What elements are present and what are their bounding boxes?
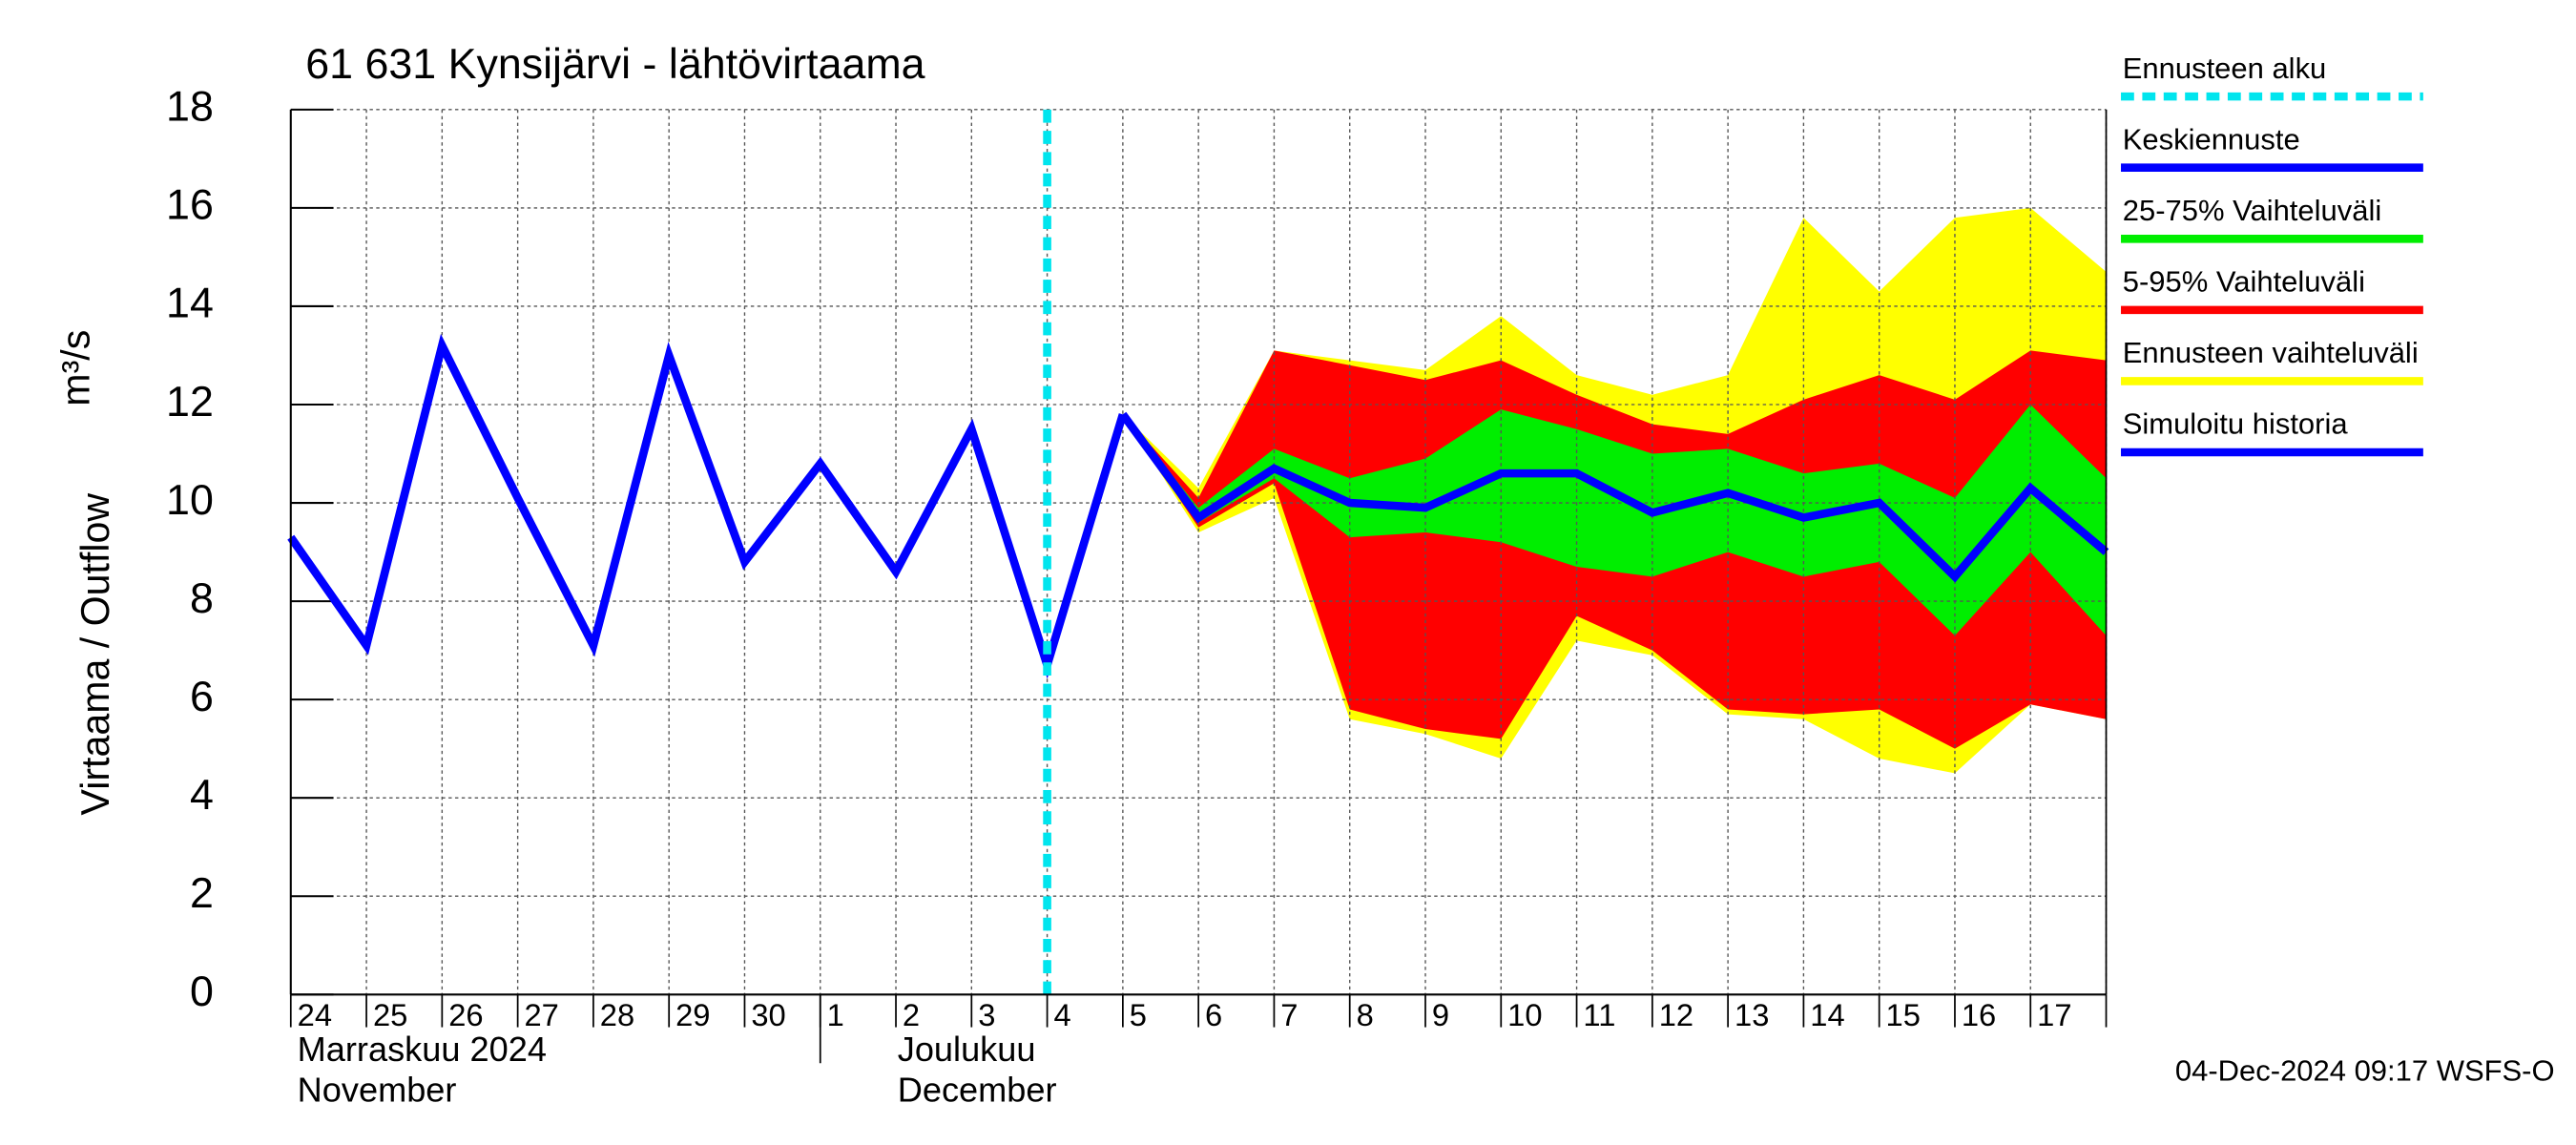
footer: 04-Dec-2024 09:17 WSFS-O [2175, 1054, 2555, 1088]
y-tick-label: 2 [190, 870, 214, 917]
y-tick-label: 6 [190, 674, 214, 720]
y-axis-unit: m³/s [53, 330, 97, 406]
y-tick-label: 10 [166, 477, 214, 524]
x-tick-label: 15 [1886, 997, 1921, 1032]
legend-label: 25-75% Vaihteluväli [2123, 194, 2381, 227]
x-tick-label: 25 [373, 997, 407, 1032]
x-tick-label: 30 [751, 997, 785, 1032]
plot-area [290, 109, 2108, 995]
y-tick-label: 14 [166, 281, 214, 327]
legend-label: 5-95% Vaihteluväli [2123, 265, 2365, 299]
y-tick-label: 18 [166, 84, 214, 131]
x-tick-label: 27 [525, 997, 559, 1032]
y-tick-label: 0 [190, 968, 214, 1015]
x-tick-label: 24 [298, 997, 332, 1032]
band [1122, 405, 2107, 636]
x-tick-label: 10 [1507, 997, 1542, 1032]
legend-label: Ennusteen alku [2123, 52, 2327, 85]
y-tick-label: 4 [190, 772, 214, 819]
x-tick-label: 29 [675, 997, 710, 1032]
x-tick-label: 13 [1735, 997, 1769, 1032]
x-tick-label: 26 [448, 997, 483, 1032]
y-tick-label: 16 [166, 182, 214, 229]
x-tick-label: 4 [1053, 997, 1070, 1032]
x-tick-label: 6 [1205, 997, 1222, 1032]
x-tick-label: 2 [903, 997, 920, 1032]
x-tick-label: 17 [2037, 997, 2071, 1032]
x-tick-label: 16 [1962, 997, 1996, 1032]
y-axis-label: Virtaama / Outflow [73, 493, 117, 816]
month-label: Joulukuu [898, 1030, 1036, 1069]
y-tick-label: 12 [166, 379, 214, 426]
legend-label: Simuloitu historia [2123, 407, 2349, 441]
x-tick-label: 3 [978, 997, 995, 1032]
x-tick-label: 14 [1810, 997, 1844, 1032]
x-tick-label: 11 [1583, 997, 1615, 1032]
month-label: Marraskuu 2024 [298, 1030, 547, 1069]
y-tick-label: 8 [190, 575, 214, 622]
x-tick-label: 28 [600, 997, 634, 1032]
x-tick-label: 12 [1659, 997, 1693, 1032]
x-tick-label: 8 [1357, 997, 1374, 1032]
line [1119, 411, 2109, 583]
x-tick-label: 5 [1130, 997, 1147, 1032]
x-tick-label: 9 [1432, 997, 1449, 1032]
legend-label: Keskiennuste [2123, 123, 2300, 156]
month-label-en: November [298, 1071, 457, 1110]
x-tick-label: 7 [1280, 997, 1298, 1032]
chart-title: 61 631 Kynsijärvi - lähtövirtaama [305, 41, 924, 88]
legend-label: Ennusteen vaihteluväli [2123, 336, 2419, 369]
line [287, 333, 1127, 679]
month-label-en: December [898, 1071, 1057, 1110]
x-tick-label: 1 [827, 997, 844, 1032]
